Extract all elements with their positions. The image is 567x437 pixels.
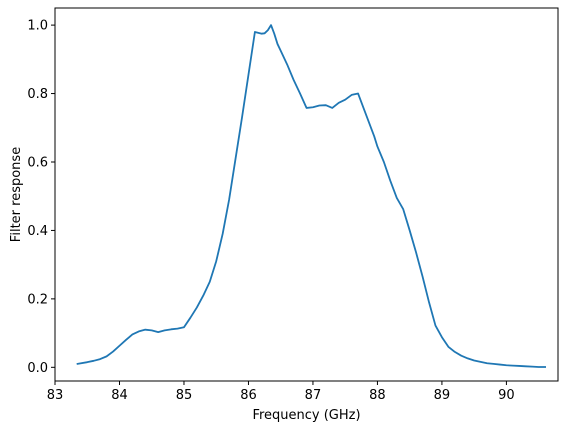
series-line: [76, 24, 546, 368]
x-tick-label: 88: [369, 388, 386, 403]
y-axis-ticks: 0.0 0.2 0.4 0.6 0.8 1.0: [27, 19, 55, 376]
x-tick-label: 85: [176, 388, 193, 403]
y-tick-label: 0.2: [27, 292, 48, 307]
y-tick-label: 0.6: [27, 155, 48, 170]
x-tick-label: 84: [111, 388, 128, 403]
y-tick-label: 1.0: [27, 19, 48, 34]
y-axis-label: Filter response: [9, 147, 24, 242]
x-tick-label: 90: [498, 388, 515, 403]
plot-frame: [54, 7, 559, 382]
x-tick-label: 86: [240, 388, 257, 403]
x-tick-label: 83: [47, 388, 64, 403]
x-axis-ticks: 83 84 85 86 87 88 89 90: [47, 381, 515, 403]
x-axis-label: Frequency (GHz): [252, 408, 360, 423]
y-tick-label: 0.0: [27, 361, 48, 376]
y-tick-label: 0.8: [27, 87, 48, 102]
y-tick-label: 0.4: [27, 224, 48, 239]
x-tick-label: 89: [434, 388, 451, 403]
x-tick-label: 87: [305, 388, 322, 403]
series-layer: [76, 24, 546, 368]
